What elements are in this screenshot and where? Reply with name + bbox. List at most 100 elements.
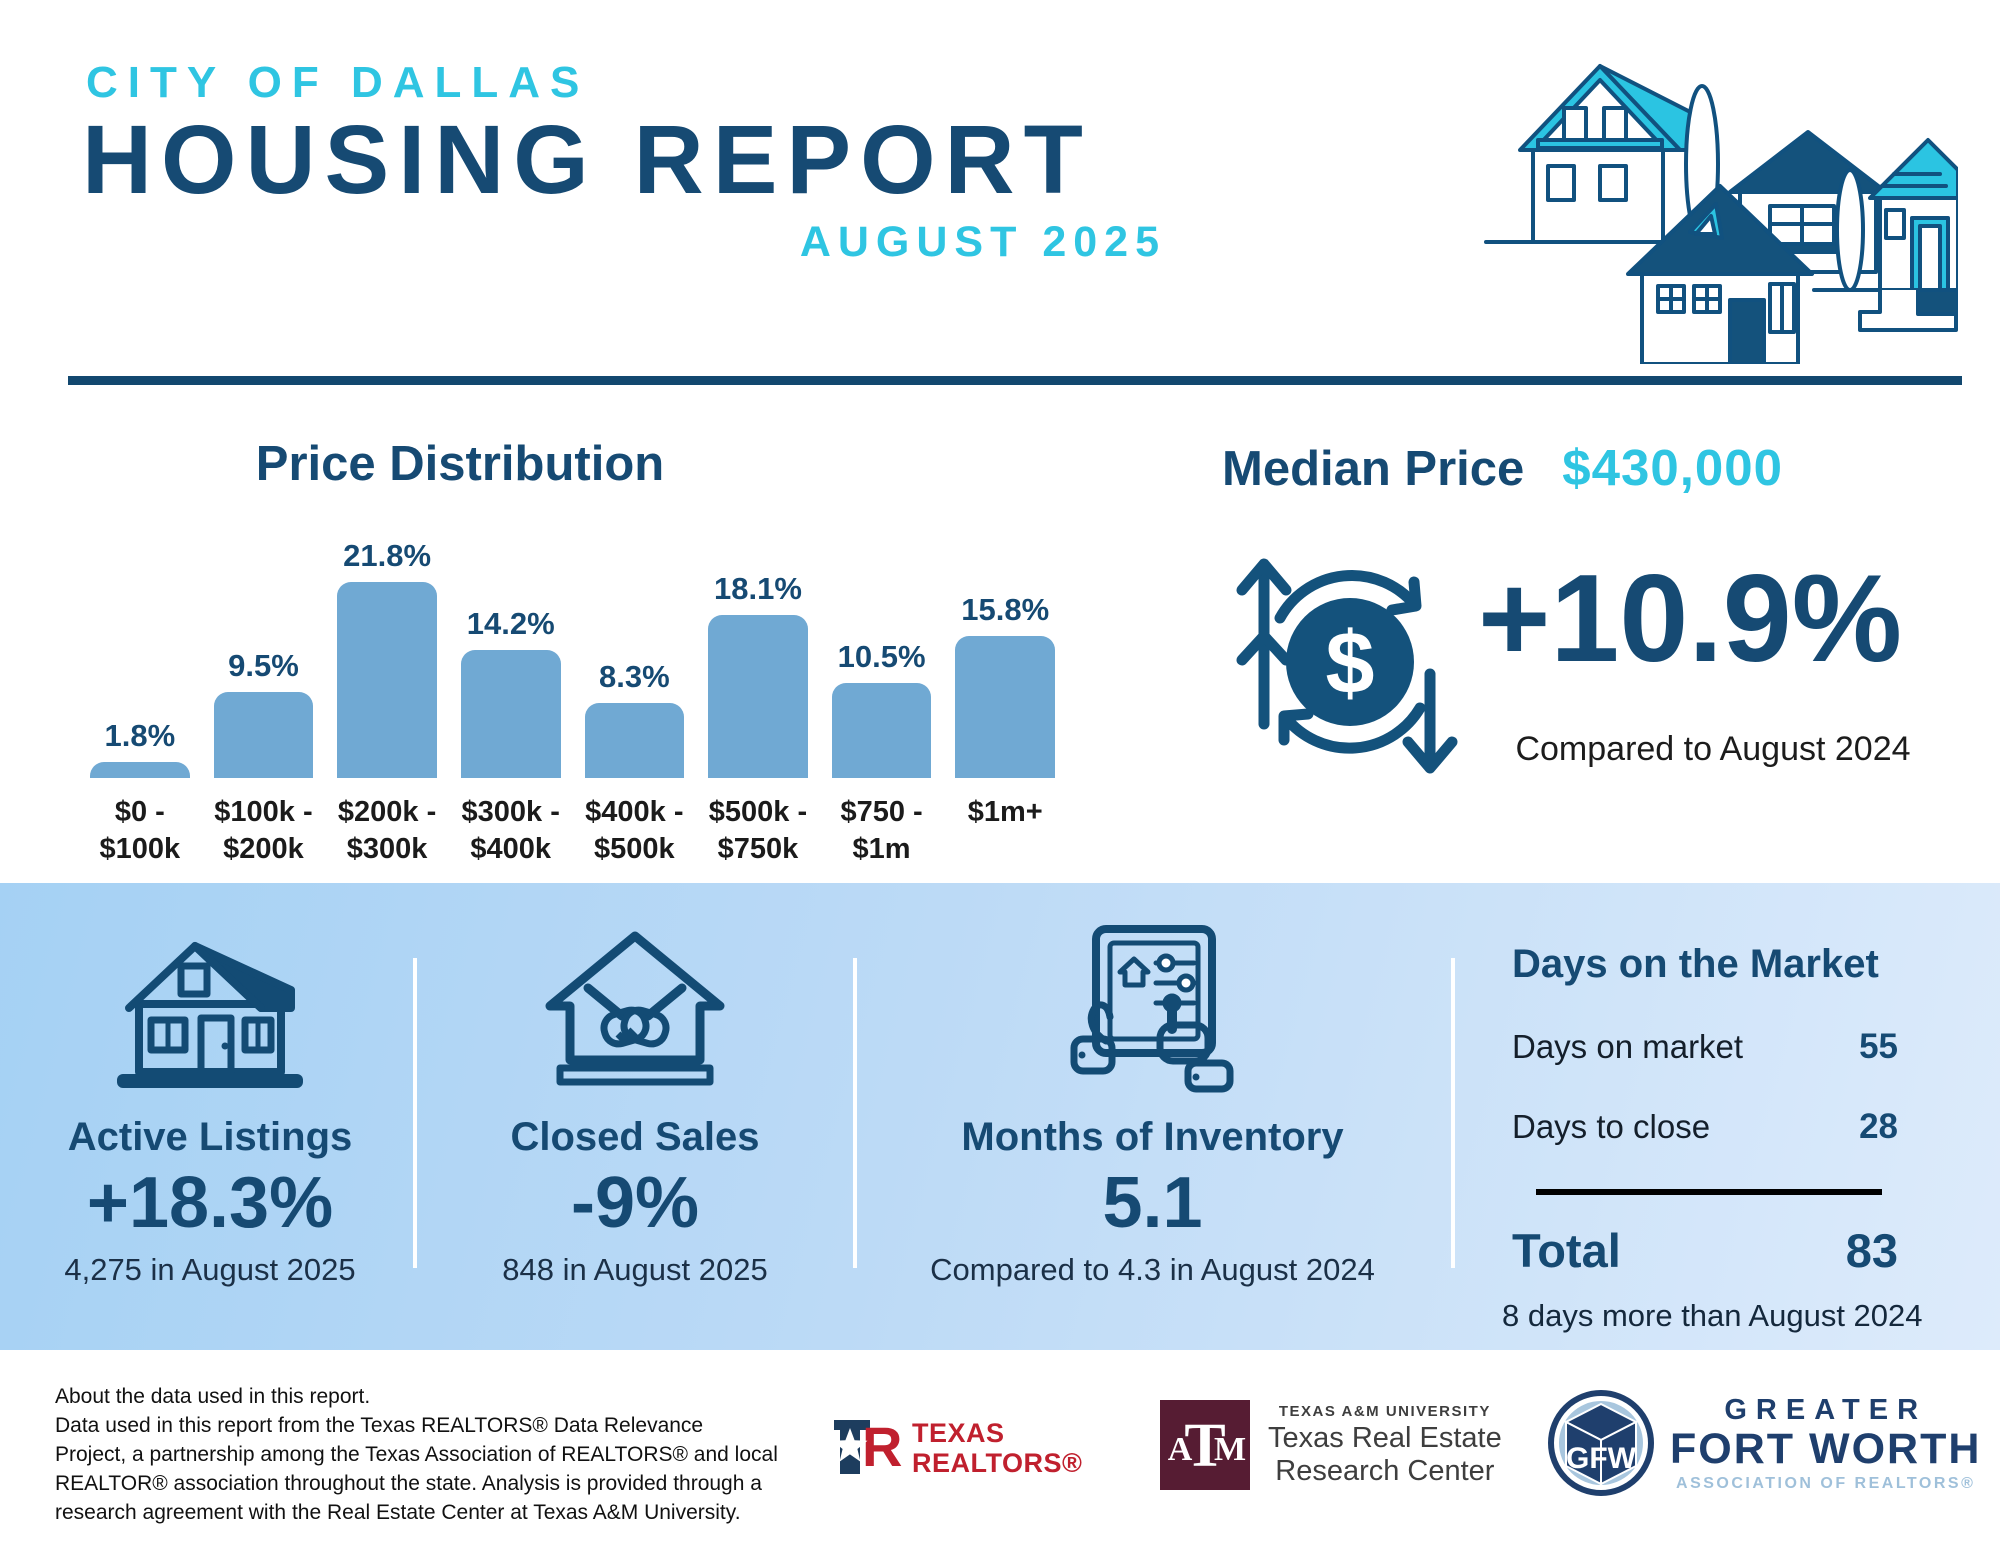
bar-category-label: $500k - $750k	[708, 796, 808, 865]
svg-text:M: M	[1214, 1431, 1246, 1468]
tamu-wordmark: TEXAS A&M UNIVERSITY Texas Real Estate R…	[1268, 1403, 1502, 1488]
bar-column: 18.1%	[708, 524, 808, 778]
days-on-market-row: Days on market 55	[1512, 1027, 1898, 1067]
price-distribution-categories: $0 - $100k $100k - $200k $200k - $300k $300k -…	[90, 794, 1055, 868]
days-on-market-panel: Days on the Market Days on market 55 Day…	[1502, 942, 1923, 1334]
metric-title: Months of Inventory	[961, 1115, 1344, 1159]
metric-value: -9%	[570, 1163, 700, 1243]
gfw-line3: ASSOCIATION OF REALTORS®	[1676, 1474, 1976, 1492]
metric-title: Closed Sales	[510, 1115, 760, 1159]
tamu-line3: Research Center	[1275, 1454, 1495, 1487]
bar	[831, 683, 932, 778]
bar-column: 1.8%	[90, 524, 190, 778]
metric-active-listings: Active Listings +18.3% 4,275 in August 2…	[30, 883, 390, 1350]
bar	[90, 762, 190, 778]
bar-category-label: $400k - $500k	[585, 796, 684, 865]
days-total-value: 83	[1845, 1224, 1898, 1277]
about-line: research agreement with the Real Estate …	[55, 1501, 741, 1524]
bar-category-label: $200k - $300k	[337, 796, 437, 865]
metric-value: +18.3%	[86, 1163, 334, 1243]
metric-months-inventory: Months of Inventory 5.1 Compared to 4.3 …	[885, 883, 1420, 1350]
about-data-text: About the data used in this report. Data…	[55, 1382, 778, 1527]
tamu-line2: Texas Real Estate	[1268, 1421, 1502, 1454]
median-price-comparison: Compared to August 2024	[1515, 730, 1911, 768]
days-to-close-row: Days to close 28	[1512, 1107, 1898, 1147]
texas-realtors-line1: TEXAS	[912, 1418, 1005, 1448]
chart-title: Price Distribution	[255, 437, 665, 491]
tamu-atm-icon: T A M	[1160, 1400, 1250, 1490]
bar-category-label: $300k - $400k	[461, 796, 560, 865]
days-row-label: Days on market	[1512, 1028, 1744, 1065]
gfw-monogram: GFW	[1566, 1442, 1637, 1475]
days-total-divider	[1536, 1189, 1882, 1195]
bar	[584, 703, 685, 778]
bar	[955, 636, 1055, 778]
days-panel-title: Days on the Market	[1512, 942, 1879, 986]
band-divider-2	[853, 958, 857, 1268]
svg-text:T: T	[1184, 1412, 1225, 1480]
days-caption: 8 days more than August 2024	[1502, 1298, 1923, 1333]
bar	[708, 615, 808, 778]
bar	[460, 650, 561, 778]
svg-text:R: R	[862, 1415, 902, 1478]
bar-column: 14.2%	[460, 524, 561, 778]
bar-value-label: 9.5%	[228, 648, 299, 683]
bar-column: 10.5%	[831, 524, 932, 778]
metric-caption: 848 in August 2025	[502, 1252, 768, 1287]
texas-realtors-logo: R TEXAS REALTORS®	[830, 1414, 1082, 1482]
bar-column: 9.5%	[213, 524, 314, 778]
texas-realtors-line2: REALTORS®	[912, 1448, 1083, 1478]
texas-realtors-mark-icon: R	[832, 1415, 902, 1478]
gfw-line2: FORT WORTH	[1670, 1424, 1982, 1473]
median-price-change: +10.9%	[1478, 550, 1903, 688]
page-title: HOUSING REPORT	[82, 105, 1092, 214]
texas-realtors-wordmark: TEXAS REALTORS®	[912, 1418, 1082, 1478]
bar-value-label: 10.5%	[837, 639, 926, 674]
metric-value: 5.1	[1102, 1163, 1203, 1243]
bar-value-label: 1.8%	[104, 718, 176, 753]
house-icon	[105, 903, 315, 1113]
band-divider-3	[1451, 958, 1455, 1268]
days-total-label: Total	[1512, 1224, 1621, 1277]
about-line: Project, a partnership among the Texas A…	[55, 1443, 778, 1466]
price-distribution-chart: 1.8% 9.5% 21.8% 14.2% 8.3% 18.1% 10.5% 15.8%	[90, 524, 1055, 778]
svg-text:$: $	[1326, 613, 1375, 712]
bar-value-label: 14.2%	[466, 606, 555, 641]
bar-column: 15.8%	[955, 524, 1055, 778]
bar-column: 21.8%	[337, 524, 437, 778]
dollar-cycle-icon: $	[1222, 512, 1472, 797]
svg-text:A: A	[1168, 1431, 1193, 1468]
metric-caption: 4,275 in August 2025	[64, 1252, 356, 1287]
houses-illustration-svg	[1484, 64, 1960, 366]
metrics-band	[0, 883, 2000, 1350]
report-month: AUGUST 2025	[799, 218, 1166, 266]
gfw-association-logo: GFW GREATER FORT WORTH ASSOCIATION OF RE…	[1548, 1390, 1981, 1496]
gfw-emblem-icon: GFW	[1548, 1390, 1654, 1496]
median-price-value: $430,000	[1562, 439, 1783, 496]
days-total-row: Total 83	[1512, 1223, 1898, 1278]
bar-value-label: 8.3%	[598, 659, 670, 694]
inventory-tablet-icon	[1048, 903, 1258, 1113]
gfw-line1: GREATER	[1724, 1393, 1928, 1426]
houses-illustration	[1478, 24, 1960, 369]
bar-column: 8.3%	[584, 524, 685, 778]
metric-title: Active Listings	[67, 1115, 353, 1159]
days-row-label: Days to close	[1512, 1108, 1711, 1145]
median-price-label: Median Price	[1222, 442, 1525, 496]
days-row-value: 55	[1859, 1027, 1898, 1066]
bar	[213, 692, 314, 778]
about-line: About the data used in this report.	[55, 1385, 371, 1408]
handshake-house-icon	[530, 903, 740, 1113]
gfw-wordmark: GREATER FORT WORTH ASSOCIATION OF REALTO…	[1670, 1394, 1981, 1493]
bar-category-label: $1m+	[967, 796, 1043, 828]
tamu-line1: TEXAS A&M UNIVERSITY	[1278, 1402, 1491, 1420]
bar-value-label: 21.8%	[343, 538, 432, 573]
city-label: CITY OF DALLAS	[86, 58, 590, 107]
bar-value-label: 15.8%	[961, 592, 1050, 627]
bar-category-label: $100k - $200k	[214, 796, 313, 865]
bar-value-label: 18.1%	[713, 571, 802, 606]
header-divider	[68, 376, 1962, 385]
tamu-research-center-logo: T A M TEXAS A&M UNIVERSITY Texas Real Es…	[1160, 1400, 1502, 1490]
days-row-value: 28	[1859, 1107, 1898, 1146]
